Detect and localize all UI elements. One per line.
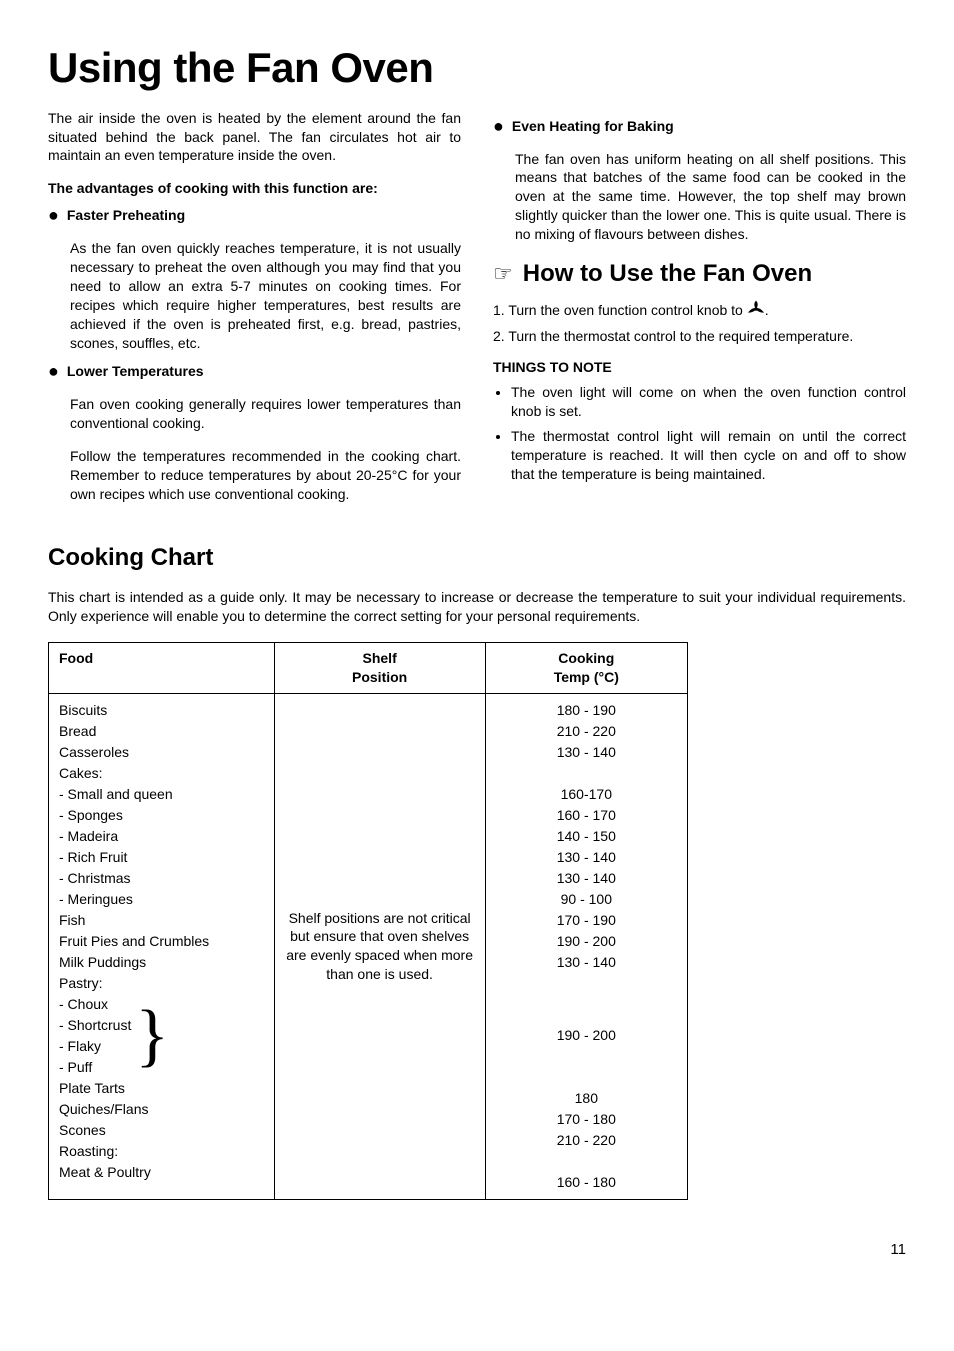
temp-item: 160 - 180: [496, 1172, 677, 1193]
th-shelf-text: ShelfPosition: [352, 650, 407, 685]
things-to-note-header: THINGS TO NOTE: [493, 358, 906, 377]
brace-icon: }: [135, 1008, 169, 1064]
food-item: - Rich Fruit: [59, 847, 264, 868]
food-cell: BiscuitsBreadCasserolesCakes:- Small and…: [49, 693, 275, 1199]
things-to-note-list: The oven light will come on when the ove…: [511, 383, 906, 483]
cooking-chart-note: This chart is intended as a guide only. …: [48, 588, 906, 626]
pastry-items: - Choux- Shortcrust- Flaky- Puff: [59, 994, 131, 1078]
howto-section-header: ☞ How to Use the Fan Oven: [493, 258, 906, 290]
temp-item: [496, 1067, 677, 1088]
things-item: The oven light will come on when the ove…: [511, 383, 906, 421]
temp-item: 130 - 140: [496, 952, 677, 973]
food-item: Quiches/Flans: [59, 1099, 264, 1120]
things-item: The thermostat control light will remain…: [511, 427, 906, 484]
temp-item: 190 - 200: [496, 931, 677, 952]
page-number: 11: [48, 1240, 906, 1260]
temp-item: 90 - 100: [496, 889, 677, 910]
cooking-chart-title: Cooking Chart: [48, 542, 906, 574]
food-item: Roasting:: [59, 1141, 264, 1162]
food-item: - Choux: [59, 994, 131, 1015]
cooking-chart-table: Food ShelfPosition CookingTemp (°C) Bisc…: [48, 642, 688, 1200]
left-column: The air inside the oven is heated by the…: [48, 109, 461, 514]
temp-item: 170 - 180: [496, 1109, 677, 1130]
temp-item: 160-170: [496, 784, 677, 805]
fan-icon: [747, 300, 765, 323]
bullet-body: As the fan oven quickly reaches temperat…: [70, 239, 461, 352]
temp-item: 210 - 220: [496, 1130, 677, 1151]
two-column-layout: The air inside the oven is heated by the…: [48, 109, 906, 514]
bullet-head: ● Lower Temperatures: [48, 362, 461, 381]
bullet-body: Follow the temperatures recommended in t…: [70, 447, 461, 504]
temp-item: [496, 1046, 677, 1067]
temp-item: 210 - 220: [496, 721, 677, 742]
food-item: - Puff: [59, 1057, 131, 1078]
food-item: Scones: [59, 1120, 264, 1141]
temp-item: 160 - 170: [496, 805, 677, 826]
food-item: Milk Puddings: [59, 952, 264, 973]
food-item: Pastry:: [59, 973, 264, 994]
table-header-row: Food ShelfPosition CookingTemp (°C): [49, 643, 688, 694]
bullet-head: ● Faster Preheating: [48, 206, 461, 225]
temp-item: [496, 1151, 677, 1172]
food-item: Meat & Poultry: [59, 1162, 264, 1183]
temp-item: 180: [496, 1088, 677, 1109]
food-item: - Christmas: [59, 868, 264, 889]
temp-item: [496, 763, 677, 784]
food-item: - Flaky: [59, 1036, 131, 1057]
food-item: - Madeira: [59, 826, 264, 847]
temp-item: [496, 973, 677, 994]
food-item: Fish: [59, 910, 264, 931]
food-item: - Meringues: [59, 889, 264, 910]
temp-item: 130 - 140: [496, 868, 677, 889]
bullet-body: Fan oven cooking generally requires lowe…: [70, 395, 461, 433]
right-column: ● Even Heating for Baking The fan oven h…: [493, 109, 906, 514]
bullet-head-text: Even Heating for Baking: [512, 117, 674, 136]
th-temp-text: CookingTemp (°C): [554, 650, 619, 685]
temp-cell: 180 - 190210 - 220130 - 140 160-170160 -…: [485, 693, 687, 1199]
bullet-even-heating: ● Even Heating for Baking: [493, 117, 906, 136]
bullet-even-heating-body: The fan oven has uniform heating on all …: [515, 150, 906, 244]
th-food-text: Food: [59, 650, 93, 666]
howto-step1: 1. Turn the oven function control knob t…: [493, 300, 906, 323]
page-title: Using the Fan Oven: [48, 40, 906, 97]
bullet-dot-icon: ●: [493, 117, 504, 135]
food-item: Bread: [59, 721, 264, 742]
temp-item: 190 - 200: [496, 1015, 677, 1046]
food-item: - Sponges: [59, 805, 264, 826]
temp-item: [496, 994, 677, 1015]
table-body-row: BiscuitsBreadCasserolesCakes:- Small and…: [49, 693, 688, 1199]
howto-title: How to Use the Fan Oven: [523, 258, 812, 290]
temp-item: 130 - 140: [496, 742, 677, 763]
intro-paragraph: The air inside the oven is heated by the…: [48, 109, 461, 166]
pointing-hand-icon: ☞: [493, 263, 513, 285]
food-item: - Shortcrust: [59, 1015, 131, 1036]
temp-item: 170 - 190: [496, 910, 677, 931]
bullet-head-text: Faster Preheating: [67, 206, 185, 225]
howto-step1-pre: 1. Turn the oven function control knob t…: [493, 303, 747, 319]
temp-item: 140 - 150: [496, 826, 677, 847]
advantages-header: The advantages of cooking with this func…: [48, 179, 461, 198]
temp-item: 130 - 140: [496, 847, 677, 868]
food-item: Casseroles: [59, 742, 264, 763]
howto-step1-post: .: [765, 303, 769, 319]
howto-step2: 2. Turn the thermostat control to the re…: [493, 327, 906, 346]
food-item: - Small and queen: [59, 784, 264, 805]
bullet-dot-icon: ●: [48, 362, 59, 380]
th-food: Food: [49, 643, 275, 694]
pastry-group: - Choux- Shortcrust- Flaky- Puff}: [59, 994, 264, 1078]
food-item: Biscuits: [59, 700, 264, 721]
food-item: Cakes:: [59, 763, 264, 784]
bullet-dot-icon: ●: [48, 206, 59, 224]
shelf-cell: Shelf positions are not critical but ens…: [274, 693, 485, 1199]
temp-item: 180 - 190: [496, 700, 677, 721]
bullet-head-text: Lower Temperatures: [67, 362, 204, 381]
th-shelf: ShelfPosition: [274, 643, 485, 694]
food-item: Plate Tarts: [59, 1078, 264, 1099]
th-temp: CookingTemp (°C): [485, 643, 687, 694]
food-item: Fruit Pies and Crumbles: [59, 931, 264, 952]
